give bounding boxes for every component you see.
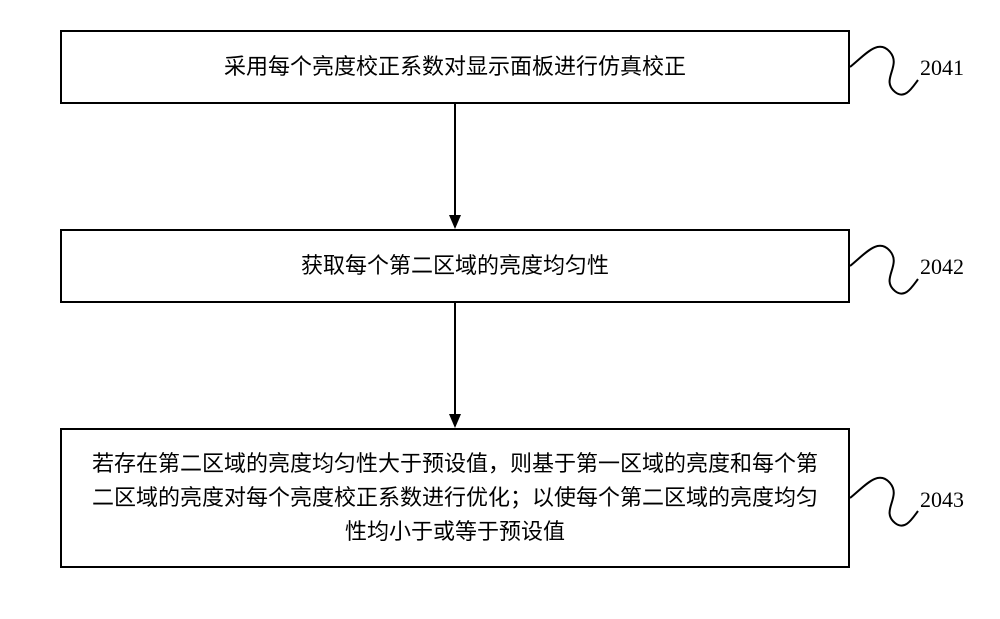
- flow-node-3: 若存在第二区域的亮度均匀性大于预设值，则基于第一区域的亮度和每个第二区域的亮度对…: [60, 428, 850, 568]
- connector-squiggle-1: [850, 47, 918, 95]
- connector-squiggle-2: [850, 246, 918, 294]
- flow-node-1: 采用每个亮度校正系数对显示面板进行仿真校正: [60, 30, 850, 104]
- step-label-2043-text: 2043: [920, 487, 964, 512]
- step-label-2042: 2042: [920, 254, 964, 280]
- flow-node-3-text: 若存在第二区域的亮度均匀性大于预设值，则基于第一区域的亮度和每个第二区域的亮度对…: [84, 447, 826, 549]
- step-label-2042-text: 2042: [920, 254, 964, 279]
- flow-node-2-text: 获取每个第二区域的亮度均匀性: [301, 249, 609, 283]
- step-label-2041-text: 2041: [920, 55, 964, 80]
- step-label-2043: 2043: [920, 487, 964, 513]
- step-label-2041: 2041: [920, 55, 964, 81]
- flow-node-1-text: 采用每个亮度校正系数对显示面板进行仿真校正: [224, 50, 686, 84]
- flowchart-canvas: 采用每个亮度校正系数对显示面板进行仿真校正 获取每个第二区域的亮度均匀性 若存在…: [0, 0, 1000, 619]
- connector-squiggle-3: [850, 478, 918, 526]
- flow-node-2: 获取每个第二区域的亮度均匀性: [60, 229, 850, 303]
